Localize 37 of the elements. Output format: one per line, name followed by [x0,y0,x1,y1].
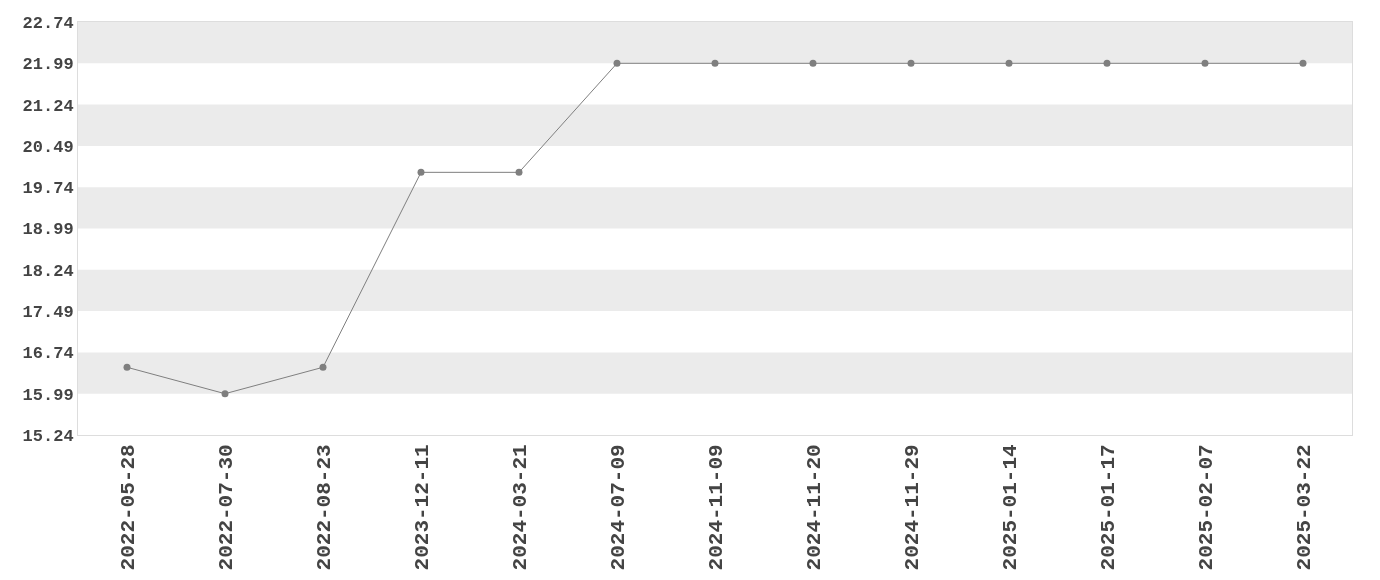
x-tick-label: 2022-05-28 [116,444,140,571]
y-tick-label: 21.24 [22,96,74,116]
x-tick-label: 2025-02-07 [1194,444,1218,571]
point [613,59,621,67]
x-tick-label: 2022-07-30 [214,444,238,571]
point [123,363,131,371]
y-tick-label: 22.74 [22,13,74,33]
point [319,363,327,371]
point [907,59,915,67]
point [221,390,229,398]
point [809,59,817,67]
point [1005,59,1013,67]
y-tick-label: 16.74 [22,344,74,364]
x-tick-label: 2025-01-14 [998,444,1022,571]
y-tick-label: 21.99 [22,55,74,75]
point [515,168,523,176]
x-tick-label: 2025-01-17 [1096,444,1120,571]
x-tick-label: 2024-11-29 [900,444,924,571]
x-tick-label: 2024-11-09 [704,444,728,571]
y-tick-label: 17.49 [22,303,74,323]
y-tick-label: 18.99 [22,220,74,240]
point [417,168,425,176]
y-tick-label: 19.74 [22,179,74,199]
x-tick-label: 2024-07-09 [606,444,630,571]
y-tick-label: 20.49 [22,137,74,157]
y-tick-label: 18.24 [22,261,74,281]
x-tick-label: 2023-12-11 [410,444,434,571]
x-tick-label: 2022-08-23 [312,444,336,571]
y-tick-label: 15.24 [22,426,74,446]
x-tick-label: 2024-11-20 [802,444,826,571]
point [1103,59,1111,67]
point [711,59,719,67]
point [1299,59,1307,67]
point [1201,59,1209,67]
x-tick-label: 2025-03-22 [1292,444,1316,571]
y-tick-label: 15.99 [22,385,74,405]
x-tick-label: 2024-03-21 [508,444,532,571]
